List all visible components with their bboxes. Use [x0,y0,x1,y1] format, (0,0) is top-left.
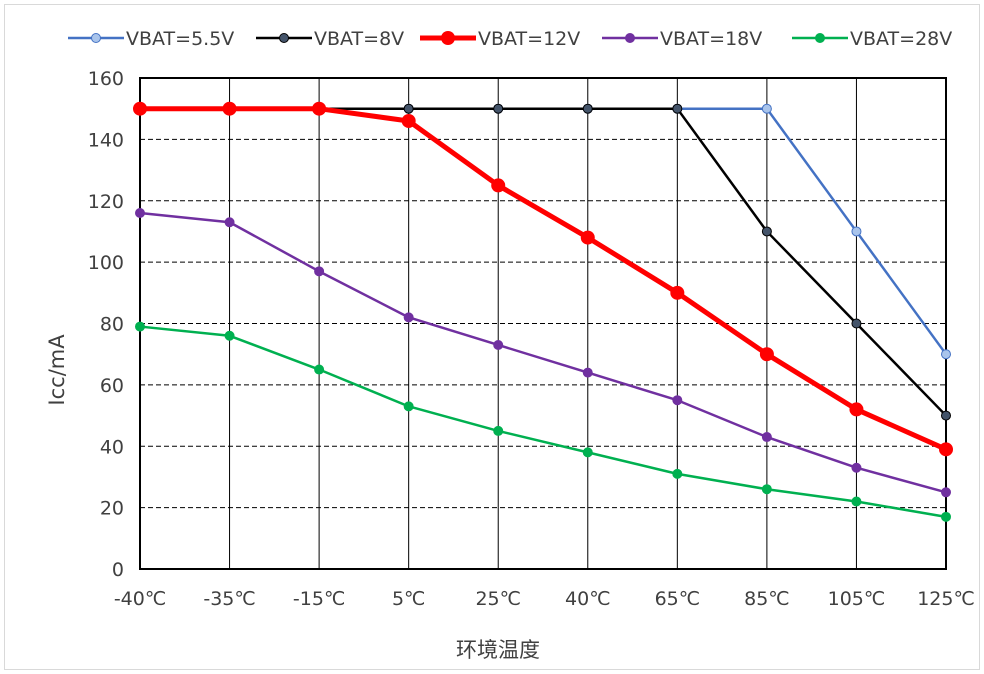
legend-label: VBAT=28V [850,28,952,50]
legend-swatch-marker [815,33,825,43]
data-point [939,442,953,457]
data-point [135,208,145,219]
series-line [140,107,948,355]
data-point [582,447,593,458]
data-point [941,349,951,360]
legend-item: VBAT=5.5V [68,28,234,50]
x-tick-label: 105℃ [828,588,886,610]
data-point [312,101,327,116]
data-point [851,462,862,473]
y-tick-label: 40 [100,436,124,458]
data-point [670,285,685,300]
legend: VBAT=5.5V VBAT=8V VBAT=12V VBAT=18V VBAT=28V [68,28,952,50]
legend-label: VBAT=12V [478,28,580,50]
y-tick-label: 100 [88,252,124,274]
data-point [761,484,772,495]
data-point [851,496,862,507]
data-point [941,410,951,421]
data-point [582,103,593,114]
data-point [493,103,504,114]
chart-frame [4,4,980,670]
data-point [493,425,504,436]
legend-item: VBAT=8V [256,28,404,50]
legend-item: VBAT=12V [420,28,580,50]
data-point [759,347,774,362]
data-point [672,395,683,406]
data-point [580,230,595,245]
legend-label: VBAT=18V [660,28,762,50]
y-tick-label: 0 [112,559,124,581]
x-tick-label: 125℃ [917,588,975,610]
data-point [314,266,325,277]
x-tick-label: 40℃ [565,588,611,610]
y-tick-label: 140 [88,129,124,151]
data-point [941,487,951,498]
y-tick-label: 160 [88,68,124,90]
series-line [139,211,947,494]
x-tick-label: 85℃ [744,588,790,610]
series-line [140,106,948,452]
x-tick-label: -15℃ [293,588,345,610]
data-point [314,364,325,375]
data-point [761,226,772,237]
grid [140,78,946,569]
x-axis-title: 环境温度 [456,638,540,662]
legend-item: VBAT=28V [792,28,952,50]
legend-label: VBAT=8V [314,28,404,50]
x-tick-label: 5℃ [392,588,425,610]
x-tick-label: 65℃ [655,588,701,610]
x-tick-label: 25℃ [475,588,521,610]
data-point [224,217,235,228]
y-tick-label: 80 [100,314,124,336]
data-point [851,318,862,329]
legend-swatch-marker [441,31,455,45]
data-point [403,401,414,412]
data-point [761,432,772,443]
data-point [672,468,683,479]
tick-labels: 0 20 40 60 80 100 120 140 160 -40℃ -35℃ -15℃ 5℃ 25℃ 40… [88,68,975,610]
series-VBAT=28V [135,321,951,522]
data-point [403,312,414,323]
legend-label: VBAT=5.5V [126,28,234,50]
x-tick-label: -40℃ [114,588,166,610]
data-point [941,511,951,522]
data-point [761,103,772,114]
data-point [135,321,145,332]
data-point [491,178,506,193]
series-line [139,325,947,519]
legend-swatch-marker [279,33,289,43]
series-VBAT=5.5V [135,103,951,360]
legend-item: VBAT=18V [602,28,762,50]
data-point [672,103,683,114]
data-point [222,101,237,116]
data-point [851,226,862,237]
data-point [401,113,416,128]
y-tick-label: 120 [88,191,124,213]
y-tick-label: 60 [100,375,124,397]
y-axis-title: Icc/mA [45,334,69,406]
y-tick-label: 20 [100,498,124,520]
x-tick-label: -35℃ [203,588,255,610]
data-point [403,103,414,114]
series-VBAT=18V [135,208,951,498]
data-point [224,330,235,341]
data-point [133,101,147,116]
legend-swatch-marker [91,33,101,43]
data-point [849,402,864,417]
data-point [493,339,504,350]
series-group [133,101,953,522]
data-point [582,367,593,378]
legend-swatch-marker [625,33,635,43]
series-VBAT=12V [133,101,953,457]
